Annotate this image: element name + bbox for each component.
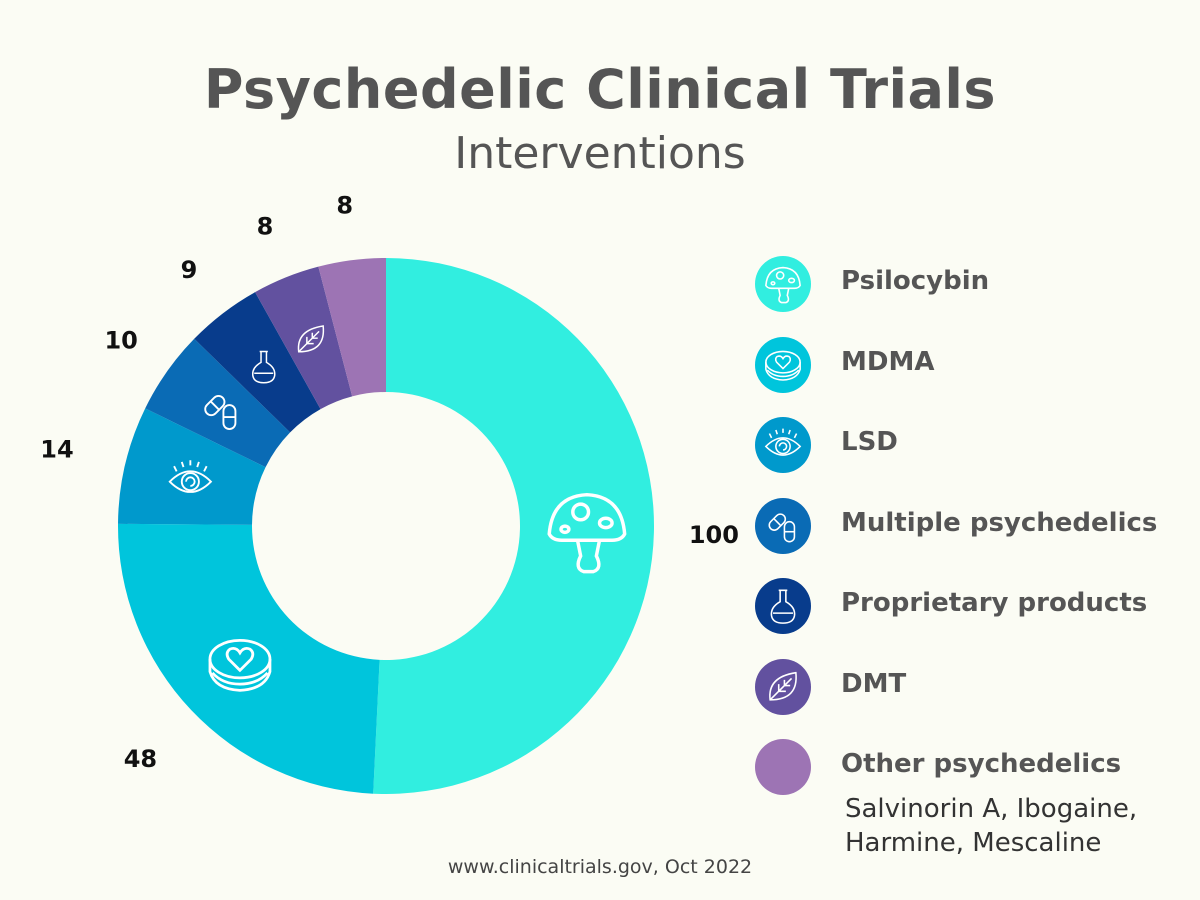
legend-swatch	[755, 497, 811, 554]
mushroom-icon	[547, 492, 627, 574]
source-footnote: www.clinicaltrials.gov, Oct 2022	[0, 856, 1200, 878]
slice-psilocybin	[373, 258, 655, 794]
legend-swatch	[755, 336, 811, 393]
legend-item-multiple-psychedelics: Multiple psychedelics	[755, 497, 1195, 554]
legend-item-dmt: DMT	[755, 658, 1195, 715]
legend-item-psilocybin: Psilocybin	[755, 256, 1195, 312]
heart-tablet-icon	[208, 638, 272, 692]
slice-lsd	[118, 408, 266, 525]
slice-proprietary-products	[194, 292, 321, 433]
legend-swatch	[755, 256, 811, 312]
legend-label: Other psychedelics	[841, 749, 1122, 779]
legend-label: DMT	[841, 668, 907, 699]
source-text: www.clinicaltrials.gov, Oct 2022	[447, 856, 753, 878]
value-label-psilocybin: 100	[689, 521, 739, 549]
legend-swatch	[755, 578, 811, 634]
value-label-mdma: 48	[124, 745, 157, 773]
legend-swatch	[755, 739, 811, 795]
slice-other-psychedelics	[318, 258, 386, 397]
value-label-lsd: 14	[40, 436, 73, 464]
legend-item-proprietary-products: Proprietary products	[755, 578, 1195, 634]
chart-title: Psychedelic Clinical Trials	[203, 58, 997, 121]
legend-label: Multiple psychedelics	[841, 507, 1158, 538]
slice-dmt	[255, 266, 353, 410]
capsules-icon	[204, 394, 237, 431]
value-label-proprietary-products: 9	[181, 256, 198, 284]
legend-label: MDMA	[841, 346, 935, 377]
value-label-multiple-psychedelics: 10	[104, 326, 137, 354]
legend-label: Proprietary products	[841, 588, 1148, 618]
legend-label: Psilocybin	[841, 266, 990, 296]
legend-label: LSD	[841, 427, 898, 457]
legend-item-other-psychedelics: Other psychedelics	[755, 739, 1195, 795]
other-psychedelics-note: Salvinorin A, Ibogaine, Harmine, Mescali…	[845, 792, 1145, 860]
other-note-text: Salvinorin A, Ibogaine, Harmine, Mescali…	[845, 794, 1138, 858]
legend-item-lsd: LSD	[755, 417, 1195, 473]
leaf-icon	[297, 325, 325, 353]
eye-icon	[168, 460, 213, 493]
value-label-other-psychedelics: 8	[336, 192, 353, 220]
legend-swatch	[755, 417, 811, 473]
flask-icon	[251, 350, 276, 384]
chart-subtitle: Interventions	[454, 128, 746, 179]
legend-swatch	[755, 658, 811, 715]
legend-item-mdma: MDMA	[755, 336, 1195, 393]
slice-mdma	[118, 523, 380, 794]
value-label-dmt: 8	[257, 212, 274, 240]
slice-multiple-psychedelics	[145, 338, 291, 468]
